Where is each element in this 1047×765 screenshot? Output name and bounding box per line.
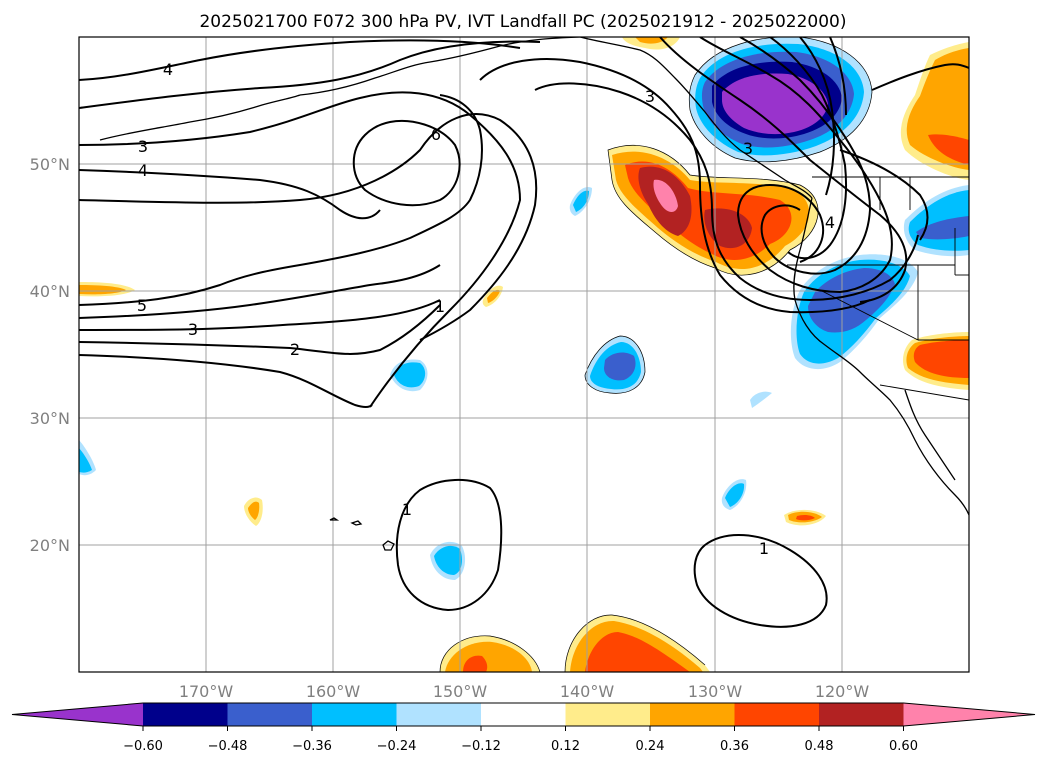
contour-label: 4 bbox=[825, 213, 835, 232]
lon-label: 170°W bbox=[179, 682, 234, 701]
pv-contour-3-north bbox=[79, 40, 541, 109]
contour-label: 5 bbox=[137, 296, 147, 315]
pv-contour-right-5 bbox=[739, 37, 872, 275]
lat-label: 50°N bbox=[30, 155, 70, 174]
colorbar-segment bbox=[396, 703, 482, 726]
pv-contour-right-6 bbox=[769, 37, 848, 260]
pv-contour-right-3 bbox=[659, 37, 908, 303]
colorbar-segment bbox=[650, 703, 735, 726]
contour-label: 1 bbox=[759, 539, 769, 558]
contour-label: 4 bbox=[163, 60, 173, 79]
lon-label: 130°W bbox=[688, 682, 743, 701]
pv-contour-right-7 bbox=[799, 37, 835, 196]
contour-label: 3 bbox=[743, 139, 753, 158]
pv-contours bbox=[79, 37, 969, 628]
contour-labels: 4 3 4 6 3 5 3 2 1 1 1 4 3 bbox=[137, 60, 835, 558]
pv-contour-2 bbox=[79, 304, 441, 355]
borders bbox=[787, 176, 969, 401]
ivt-outline bbox=[439, 37, 873, 672]
pv-contour-right-4 bbox=[699, 37, 893, 294]
map-frame bbox=[78, 36, 970, 673]
colorbar-tick-label: 0.12 bbox=[551, 739, 580, 754]
colorbar-tick-label: −0.48 bbox=[208, 739, 248, 754]
colorbar-segment bbox=[565, 703, 651, 726]
lon-label: 150°W bbox=[433, 682, 488, 701]
contour-label: 2 bbox=[290, 340, 300, 359]
colorbar-segment bbox=[143, 703, 228, 726]
lon-label: 140°W bbox=[560, 682, 615, 701]
colorbar-segment bbox=[734, 703, 820, 726]
pv-contour-right-9 bbox=[871, 63, 969, 91]
pv-contour-5 bbox=[79, 94, 483, 306]
pv-contour-4-band bbox=[79, 169, 381, 220]
colorbar-extend-left bbox=[12, 703, 143, 726]
colorbar-segment bbox=[312, 703, 397, 726]
lon-label: 120°W bbox=[815, 682, 870, 701]
pv-contour-right-8 bbox=[829, 37, 847, 116]
colorbar-segment bbox=[819, 703, 904, 726]
lat-labels: 50°N 40°N 30°N 20°N bbox=[30, 155, 70, 555]
colorbar-extend-right bbox=[903, 703, 1035, 726]
pv-contour-inner-1 bbox=[79, 113, 538, 341]
contour-label: 3 bbox=[188, 320, 198, 339]
colorbar-tick-label: −0.60 bbox=[123, 739, 163, 754]
colorbar-tick-label: −0.36 bbox=[292, 739, 332, 754]
colorbar-tick-label: 0.60 bbox=[889, 739, 918, 754]
pv-contour-low bbox=[79, 354, 373, 408]
colorbar-tick-label: 0.48 bbox=[805, 739, 834, 754]
pv-contour-3-low bbox=[79, 299, 441, 331]
contour-label: 3 bbox=[645, 87, 655, 106]
lat-label: 20°N bbox=[30, 536, 70, 555]
pv-contour-5-b bbox=[79, 264, 441, 319]
pv-contour-1-se bbox=[693, 534, 828, 628]
pv-contour-6 bbox=[352, 119, 461, 207]
contour-label: 1 bbox=[435, 297, 445, 316]
lat-label: 30°N bbox=[30, 409, 70, 428]
colorbar-tick-label: 0.36 bbox=[720, 739, 749, 754]
lon-label: 160°W bbox=[306, 682, 361, 701]
pv-contour-right-2 bbox=[534, 82, 919, 302]
colorbar-segment bbox=[227, 703, 313, 726]
plot-title: 2025021700 F072 300 hPa PV, IVT Landfall… bbox=[199, 12, 846, 32]
colorbar-tick-label: 0.24 bbox=[636, 739, 665, 754]
colorbar-tick-label: −0.12 bbox=[461, 739, 501, 754]
lon-labels: 170°W 160°W 150°W 140°W 130°W 120°W bbox=[179, 682, 870, 701]
colorbar-tick-label: −0.24 bbox=[377, 739, 417, 754]
contour-label: 1 bbox=[402, 500, 412, 519]
ivt-positive-shading bbox=[79, 37, 969, 672]
lat-label: 40°N bbox=[30, 282, 70, 301]
contour-label: 3 bbox=[138, 137, 148, 156]
pv-contour-1-main bbox=[479, 58, 871, 314]
colorbar-segment bbox=[481, 703, 566, 726]
contour-label: 4 bbox=[138, 161, 148, 180]
map-area: 4 3 4 6 3 5 3 2 1 1 1 4 3 bbox=[79, 37, 969, 672]
pv-contour-right-10 bbox=[839, 149, 929, 241]
colorbar: −0.60 −0.48 −0.36 −0.24 −0.12 0.12 0.24 0.36 0.4… bbox=[11, 702, 1036, 754]
pv-contour-4-top bbox=[79, 39, 521, 81]
contour-label: 6 bbox=[431, 125, 441, 144]
pv-contour-1-sw bbox=[395, 478, 503, 612]
